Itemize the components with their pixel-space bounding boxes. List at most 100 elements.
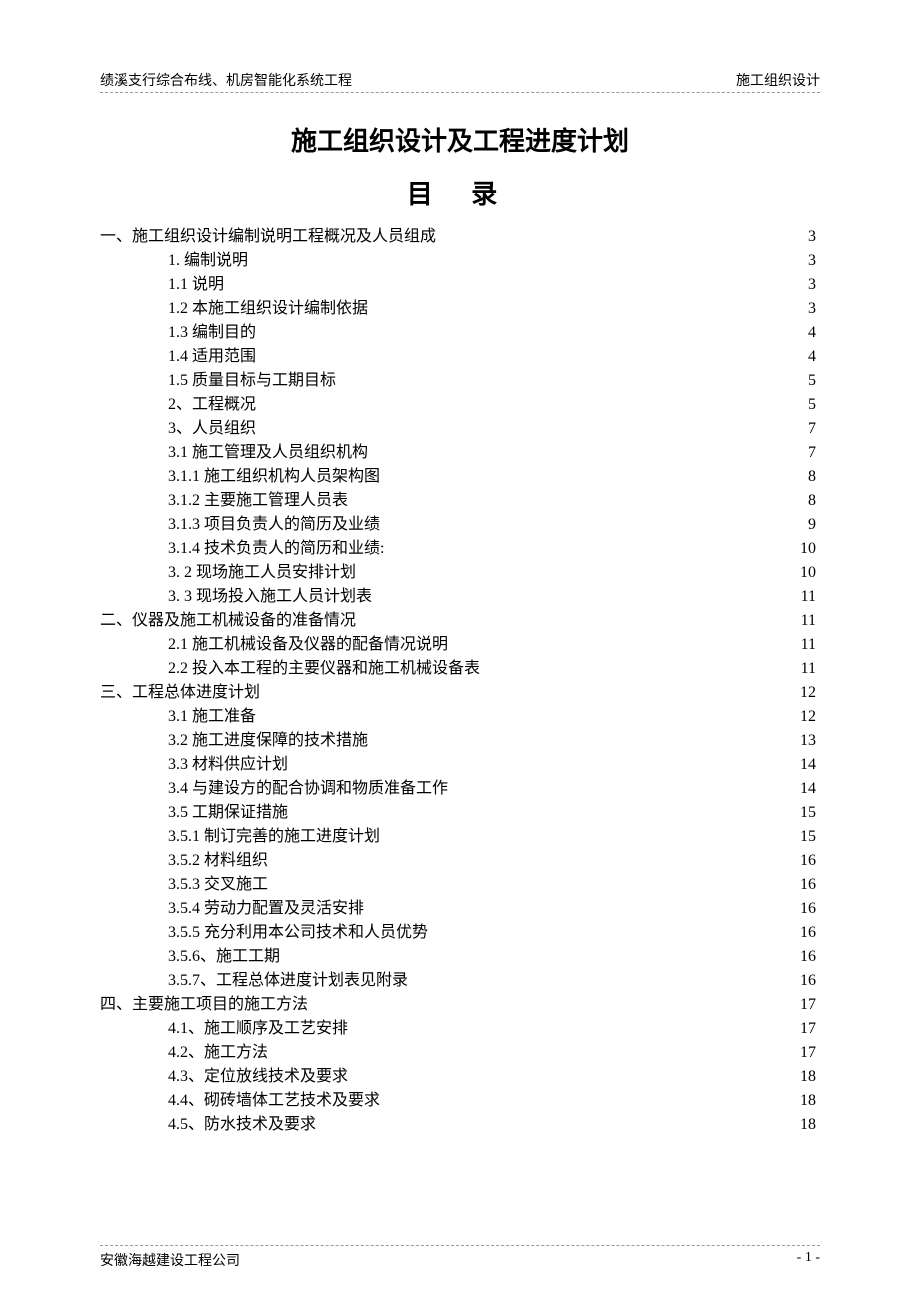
toc-page-number: 14 xyxy=(780,777,820,801)
toc-entry: 3. 2 现场施工人员安排计划 10 xyxy=(100,561,820,585)
toc-entry: 3.5.4 劳动力配置及灵活安排 16 xyxy=(100,897,820,921)
toc-entry: 3.5.2 材料组织 16 xyxy=(100,849,820,873)
footer-left: 安徽海越建设工程公司 xyxy=(100,1250,240,1270)
toc-label: 3.5.6、施工工期 xyxy=(100,945,280,969)
toc-container: 一、施工组织设计编制说明工程概况及人员组成31. 编制说明31.1 说明31.2… xyxy=(100,225,820,1137)
toc-entry: 1. 编制说明 3 xyxy=(100,249,820,273)
toc-page-number: 16 xyxy=(780,849,820,873)
toc-label: 1.5 质量目标与工期目标 xyxy=(100,369,336,393)
toc-entry: 3.2 施工进度保障的技术措施13 xyxy=(100,729,820,753)
toc-page-number: 16 xyxy=(780,873,820,897)
toc-page-number: 16 xyxy=(780,897,820,921)
toc-page-number: 8 xyxy=(780,465,820,489)
toc-page-number: 11 xyxy=(780,657,820,681)
toc-label: 1.2 本施工组织设计编制依据 xyxy=(100,297,368,321)
toc-label: 3.5.7、工程总体进度计划表见附录 xyxy=(100,969,408,993)
toc-label: 2.1 施工机械设备及仪器的配备情况说明 xyxy=(100,633,448,657)
toc-page-number: 16 xyxy=(780,921,820,945)
toc-page-number: 10 xyxy=(780,537,820,561)
toc-page-number: 12 xyxy=(780,681,820,705)
toc-page-number: 4 xyxy=(780,345,820,369)
toc-entry: 1.2 本施工组织设计编制依据 3 xyxy=(100,297,820,321)
toc-page-number: 17 xyxy=(780,993,820,1017)
document-title: 施工组织设计及工程进度计划 xyxy=(100,121,820,158)
toc-page-number: 16 xyxy=(780,945,820,969)
toc-entry: 4.2、施工方法 17 xyxy=(100,1041,820,1065)
toc-page-number: 3 xyxy=(780,297,820,321)
toc-label: 4.5、防水技术及要求 xyxy=(100,1113,316,1137)
header-left: 绩溪支行综合布线、机房智能化系统工程 xyxy=(100,70,352,90)
toc-page-number: 17 xyxy=(780,1017,820,1041)
toc-label: 1.4 适用范围 xyxy=(100,345,256,369)
toc-label: 3.5.1 制订完善的施工进度计划 xyxy=(100,825,380,849)
toc-page-number: 14 xyxy=(780,753,820,777)
header-right: 施工组织设计 xyxy=(736,70,820,90)
toc-entry: 3.5.3 交叉施工 16 xyxy=(100,873,820,897)
toc-entry: 3.1.4 技术负责人的简历和业绩: 10 xyxy=(100,537,820,561)
toc-entry: 1.5 质量目标与工期目标 5 xyxy=(100,369,820,393)
toc-label: 3. 3 现场投入施工人员计划表 xyxy=(100,585,372,609)
toc-label: 3.5.3 交叉施工 xyxy=(100,873,268,897)
toc-label: 1. 编制说明 xyxy=(100,249,248,273)
toc-page-number: 11 xyxy=(780,585,820,609)
toc-entry: 1.1 说明3 xyxy=(100,273,820,297)
toc-entry: 2、工程概况 5 xyxy=(100,393,820,417)
toc-page-number: 11 xyxy=(780,633,820,657)
toc-label: 3、人员组织 xyxy=(100,417,256,441)
toc-label: 3.1.4 技术负责人的简历和业绩: xyxy=(100,537,384,561)
toc-page-number: 18 xyxy=(780,1089,820,1113)
toc-label: 3. 2 现场施工人员安排计划 xyxy=(100,561,356,585)
footer-divider xyxy=(100,1245,820,1246)
toc-label: 3.1.1 施工组织机构人员架构图 xyxy=(100,465,380,489)
toc-page-number: 17 xyxy=(780,1041,820,1065)
toc-label: 3.5 工期保证措施 xyxy=(100,801,288,825)
toc-page-number: 4 xyxy=(780,321,820,345)
toc-entry: 一、施工组织设计编制说明工程概况及人员组成3 xyxy=(100,225,820,249)
toc-entry: 3、人员组织 7 xyxy=(100,417,820,441)
toc-label: 3.5.4 劳动力配置及灵活安排 xyxy=(100,897,364,921)
toc-page-number: 9 xyxy=(780,513,820,537)
toc-entry: 4.5、防水技术及要求 18 xyxy=(100,1113,820,1137)
toc-entry: 3.1.1 施工组织机构人员架构图 8 xyxy=(100,465,820,489)
toc-entry: 4.1、施工顺序及工艺安排 17 xyxy=(100,1017,820,1041)
toc-page-number: 18 xyxy=(780,1113,820,1137)
toc-label: 二、仪器及施工机械设备的准备情况 xyxy=(100,609,356,633)
toc-page-number: 8 xyxy=(780,489,820,513)
toc-page-number: 5 xyxy=(780,369,820,393)
toc-page-number: 12 xyxy=(780,705,820,729)
toc-label: 4.2、施工方法 xyxy=(100,1041,268,1065)
toc-label: 四、主要施工项目的施工方法 xyxy=(100,993,308,1017)
toc-page-number: 7 xyxy=(780,417,820,441)
toc-label: 1.1 说明 xyxy=(100,273,224,297)
toc-label: 2、工程概况 xyxy=(100,393,256,417)
toc-page-number: 11 xyxy=(780,609,820,633)
toc-label: 1.3 编制目的 xyxy=(100,321,256,345)
toc-entry: 3.5.1 制订完善的施工进度计划15 xyxy=(100,825,820,849)
toc-label: 3.5.2 材料组织 xyxy=(100,849,268,873)
toc-page-number: 5 xyxy=(780,393,820,417)
toc-entry: 3.1 施工准备12 xyxy=(100,705,820,729)
toc-entry: 3. 3 现场投入施工人员计划表 11 xyxy=(100,585,820,609)
toc-page-number: 3 xyxy=(780,225,820,249)
toc-entry: 4.3、定位放线技术及要求 18 xyxy=(100,1065,820,1089)
toc-page-number: 10 xyxy=(780,561,820,585)
page-footer: 安徽海越建设工程公司 - 1 - xyxy=(100,1250,820,1270)
toc-title: 目 录 xyxy=(100,174,820,211)
toc-entry: 1.4 适用范围 4 xyxy=(100,345,820,369)
toc-entry: 1.3 编制目的 4 xyxy=(100,321,820,345)
toc-page-number: 13 xyxy=(780,729,820,753)
toc-label: 4.3、定位放线技术及要求 xyxy=(100,1065,348,1089)
toc-entry: 3.1.3 项目负责人的简历及业绩 9 xyxy=(100,513,820,537)
toc-entry: 3.5.5 充分利用本公司技术和人员优势 16 xyxy=(100,921,820,945)
toc-page-number: 15 xyxy=(780,801,820,825)
toc-label: 4.1、施工顺序及工艺安排 xyxy=(100,1017,348,1041)
toc-label: 3.1 施工管理及人员组织机构 xyxy=(100,441,368,465)
toc-label: 3.1.3 项目负责人的简历及业绩 xyxy=(100,513,380,537)
toc-page-number: 3 xyxy=(780,249,820,273)
toc-page-number: 7 xyxy=(780,441,820,465)
toc-entry: 2.2 投入本工程的主要仪器和施工机械设备表11 xyxy=(100,657,820,681)
page-header: 绩溪支行综合布线、机房智能化系统工程 施工组织设计 xyxy=(100,70,820,90)
header-divider xyxy=(100,92,820,93)
toc-label: 3.5.5 充分利用本公司技术和人员优势 xyxy=(100,921,428,945)
toc-page-number: 18 xyxy=(780,1065,820,1089)
